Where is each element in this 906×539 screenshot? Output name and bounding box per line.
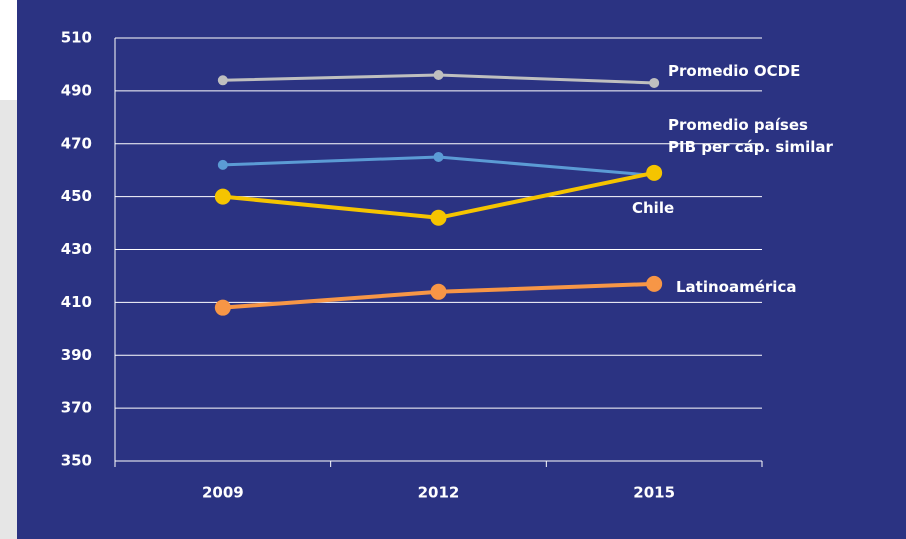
series-label: Promedio OCDE xyxy=(668,62,801,80)
y-tick-label: 490 xyxy=(61,81,92,99)
y-tick-label: 390 xyxy=(61,346,92,364)
x-tick-label: 2015 xyxy=(633,484,675,502)
data-point xyxy=(433,151,444,162)
y-tick-label: 470 xyxy=(61,134,92,152)
series-label: Latinoamérica xyxy=(676,278,797,296)
data-point xyxy=(214,188,231,205)
data-point xyxy=(217,159,228,170)
series-label: Promedio países PIB per cáp. similar xyxy=(668,116,833,156)
data-point xyxy=(430,209,447,226)
series-label: Chile xyxy=(632,199,675,217)
data-point xyxy=(646,275,663,292)
side-strip xyxy=(0,100,17,539)
y-tick-label: 370 xyxy=(61,399,92,417)
y-tick-label: 350 xyxy=(61,452,92,470)
data-point xyxy=(433,70,444,81)
chart-background xyxy=(17,0,906,539)
y-tick-label: 430 xyxy=(61,240,92,258)
data-point xyxy=(214,299,231,316)
data-point xyxy=(649,77,660,88)
y-tick-label: 510 xyxy=(61,29,92,47)
x-tick-label: 2012 xyxy=(418,484,460,502)
x-tick-label: 2009 xyxy=(202,484,244,502)
data-point xyxy=(646,164,663,181)
y-tick-label: 410 xyxy=(61,293,92,311)
data-point xyxy=(430,283,447,300)
y-tick-label: 450 xyxy=(61,187,92,205)
data-point xyxy=(217,75,228,86)
